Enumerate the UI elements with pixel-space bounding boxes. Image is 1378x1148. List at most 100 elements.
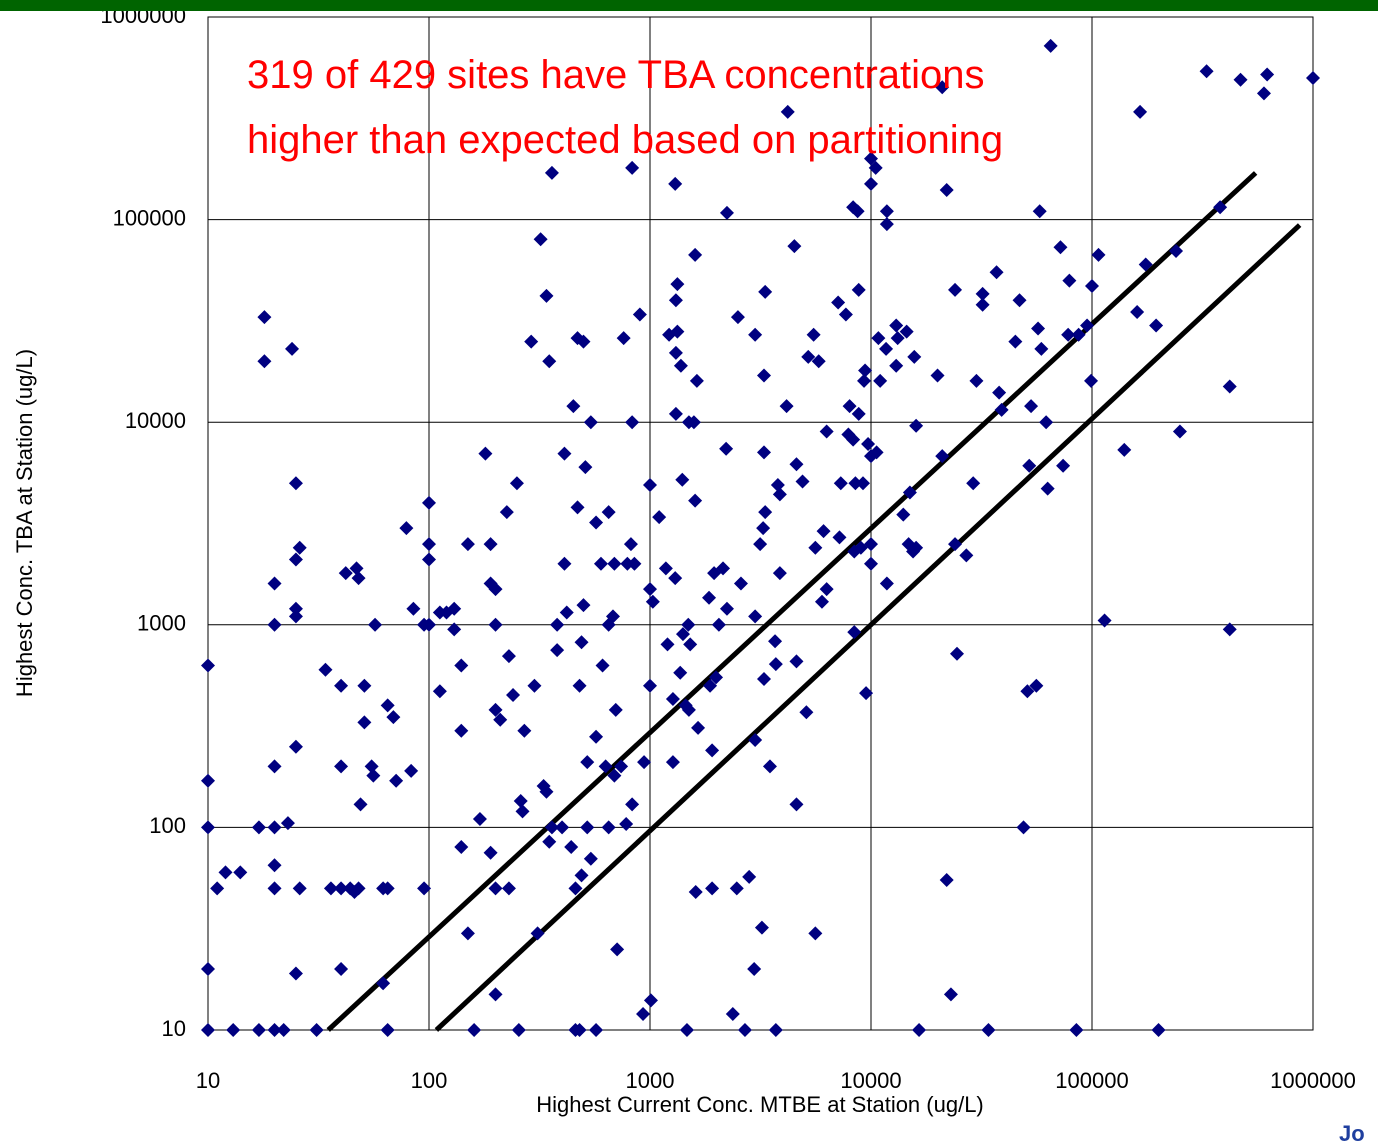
point bbox=[610, 942, 625, 957]
point bbox=[868, 160, 883, 175]
point bbox=[668, 293, 683, 308]
point bbox=[899, 324, 914, 339]
point bbox=[869, 445, 884, 460]
point bbox=[616, 331, 631, 346]
point bbox=[530, 926, 545, 941]
point bbox=[948, 537, 963, 552]
y-axis-label: Highest Conc. TBA at Station (ug/L) bbox=[12, 349, 37, 697]
point bbox=[233, 865, 248, 880]
point bbox=[467, 1023, 482, 1037]
point bbox=[939, 182, 954, 197]
x-tick-label: 100000 bbox=[1055, 1068, 1128, 1093]
points bbox=[201, 38, 1320, 1037]
point bbox=[747, 962, 762, 977]
point bbox=[691, 720, 706, 735]
point bbox=[1097, 613, 1112, 628]
point bbox=[218, 865, 233, 880]
point bbox=[620, 556, 635, 571]
point bbox=[276, 1023, 291, 1037]
point bbox=[583, 415, 598, 430]
point bbox=[1117, 442, 1132, 457]
point bbox=[1222, 379, 1237, 394]
point bbox=[768, 1023, 783, 1037]
point bbox=[515, 804, 530, 819]
point bbox=[574, 868, 589, 883]
point bbox=[994, 402, 1009, 417]
point bbox=[201, 1023, 215, 1037]
point bbox=[842, 399, 857, 414]
point bbox=[935, 449, 950, 464]
point bbox=[768, 634, 783, 649]
point bbox=[386, 710, 401, 725]
point bbox=[1043, 38, 1058, 53]
point bbox=[832, 530, 847, 545]
point bbox=[506, 688, 521, 703]
y-tick-label: 100000 bbox=[113, 205, 186, 230]
point bbox=[257, 310, 272, 325]
point bbox=[688, 493, 703, 508]
point bbox=[570, 500, 585, 515]
point bbox=[1233, 72, 1248, 87]
point bbox=[1032, 204, 1047, 219]
point bbox=[719, 601, 734, 616]
point bbox=[472, 812, 487, 827]
point bbox=[1053, 240, 1068, 255]
point bbox=[889, 358, 904, 373]
point bbox=[251, 820, 266, 835]
point bbox=[598, 759, 613, 774]
point bbox=[447, 622, 462, 637]
point bbox=[399, 521, 414, 536]
point bbox=[930, 368, 945, 383]
point bbox=[376, 976, 391, 991]
point bbox=[725, 1006, 740, 1021]
point bbox=[948, 282, 963, 297]
point bbox=[719, 441, 734, 456]
point bbox=[488, 582, 503, 597]
point bbox=[950, 646, 965, 661]
point bbox=[605, 609, 620, 624]
point bbox=[879, 204, 894, 219]
x-axis-label: Highest Current Conc. MTBE at Station (u… bbox=[536, 1092, 984, 1117]
point bbox=[670, 277, 685, 292]
point bbox=[637, 755, 652, 770]
point bbox=[380, 698, 395, 713]
x-tick-label: 100 bbox=[411, 1068, 448, 1093]
point bbox=[559, 605, 574, 620]
point bbox=[539, 288, 554, 303]
point bbox=[309, 1023, 324, 1037]
point bbox=[636, 1006, 651, 1021]
point bbox=[614, 759, 629, 774]
point bbox=[454, 723, 469, 738]
point bbox=[658, 561, 673, 576]
point bbox=[847, 625, 862, 640]
point bbox=[460, 926, 475, 941]
point bbox=[595, 658, 610, 673]
point bbox=[1151, 1023, 1166, 1037]
point bbox=[201, 658, 215, 673]
point bbox=[909, 540, 924, 555]
point bbox=[511, 1023, 526, 1037]
point bbox=[668, 571, 683, 586]
point bbox=[366, 768, 381, 783]
point bbox=[557, 556, 572, 571]
point bbox=[267, 820, 282, 835]
point bbox=[267, 617, 282, 632]
point bbox=[539, 784, 554, 799]
point bbox=[557, 446, 572, 461]
point bbox=[280, 816, 295, 831]
point bbox=[1031, 321, 1046, 336]
point bbox=[380, 1023, 395, 1037]
point bbox=[890, 331, 905, 346]
point bbox=[814, 594, 829, 609]
point bbox=[705, 743, 720, 758]
point bbox=[1169, 243, 1184, 258]
point bbox=[772, 487, 787, 502]
point bbox=[351, 571, 366, 586]
point bbox=[601, 820, 616, 835]
point bbox=[879, 217, 894, 232]
y-tick-label: 10000 bbox=[125, 408, 186, 433]
point bbox=[1172, 424, 1187, 439]
point bbox=[509, 476, 524, 491]
point bbox=[1084, 373, 1099, 388]
point bbox=[555, 820, 570, 835]
